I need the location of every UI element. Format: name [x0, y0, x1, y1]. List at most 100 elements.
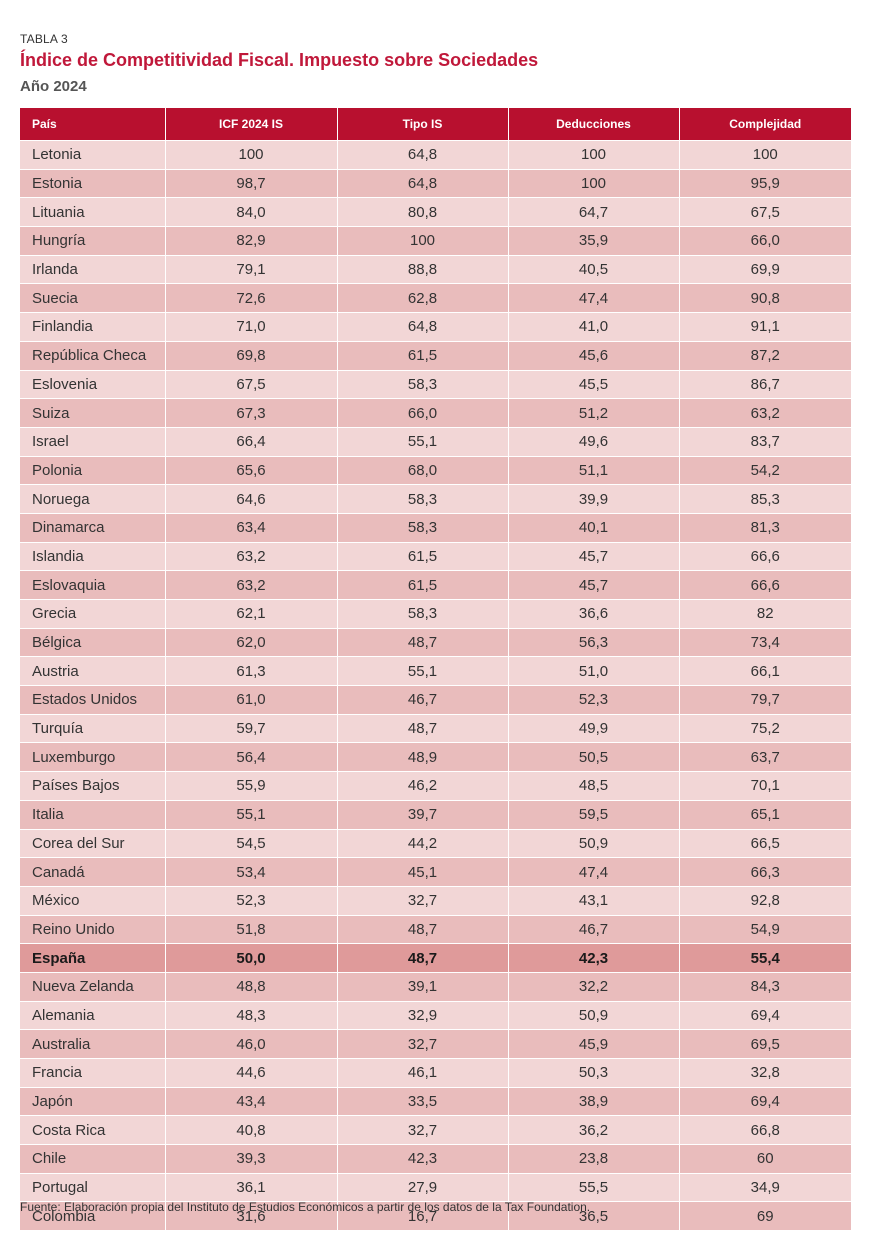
value-cell: 100	[507, 168, 679, 198]
country-cell: Noruega	[20, 484, 165, 514]
value-cell: 100	[507, 140, 679, 170]
value-cell: 52,3	[507, 685, 679, 715]
table-row: España 50,0 48,7 42,3 55,4	[20, 943, 851, 973]
column-header: Deducciones	[507, 108, 679, 141]
country-cell: España	[20, 943, 165, 973]
table-row: Suecia 72,6 62,8 47,4 90,8	[20, 283, 851, 313]
value-cell: 71,0	[164, 312, 337, 342]
value-cell: 51,2	[507, 398, 679, 428]
country-cell: Suecia	[20, 283, 165, 313]
table-row: Estonia 98,7 64,8 100 95,9	[20, 168, 851, 198]
column-header: País	[20, 108, 165, 141]
table-row: República Checa 69,8 61,5 45,6 87,2	[20, 340, 851, 370]
table-row: Alemania 48,3 32,9 50,9 69,4	[20, 1000, 851, 1030]
value-cell: 45,7	[507, 541, 679, 571]
value-cell: 46,2	[336, 771, 508, 801]
value-cell: 27,9	[336, 1172, 508, 1202]
value-cell: 49,6	[507, 426, 679, 457]
table-row: Australia 46,0 32,7 45,9 69,5	[20, 1029, 851, 1059]
country-cell: Eslovaquia	[20, 570, 165, 600]
country-cell: Japón	[20, 1086, 165, 1116]
value-cell: 32,7	[336, 1029, 508, 1059]
table-row: Estados Unidos 61,0 46,7 52,3 79,7	[20, 685, 851, 715]
table-row: Hungría 82,9 100 35,9 66,0	[20, 226, 851, 256]
value-cell: 56,3	[507, 627, 679, 657]
value-cell: 46,1	[336, 1058, 508, 1088]
value-cell: 52,3	[164, 885, 337, 916]
value-cell: 67,5	[678, 197, 851, 227]
value-cell: 62,1	[164, 599, 337, 629]
value-cell: 65,1	[678, 799, 851, 829]
value-cell: 69,8	[164, 340, 337, 370]
value-cell: 64,6	[164, 484, 337, 514]
value-cell: 45,1	[336, 857, 508, 887]
table-row: Irlanda 79,1 88,8 40,5 69,9	[20, 254, 851, 284]
country-cell: Grecia	[20, 599, 165, 629]
country-cell: México	[20, 885, 165, 916]
value-cell: 41,0	[507, 312, 679, 342]
country-cell: Dinamarca	[20, 512, 165, 543]
value-cell: 81,3	[678, 512, 851, 543]
value-cell: 66,0	[678, 226, 851, 256]
value-cell: 50,9	[507, 828, 679, 858]
value-cell: 36,2	[507, 1115, 679, 1145]
value-cell: 66,4	[164, 426, 337, 457]
value-cell: 75,2	[678, 713, 851, 743]
table-row: Dinamarca 63,4 58,3 40,1 81,3	[20, 512, 851, 543]
value-cell: 39,7	[336, 799, 508, 829]
value-cell: 79,1	[164, 254, 337, 284]
value-cell: 66,6	[678, 541, 851, 571]
value-cell: 69,4	[678, 1086, 851, 1116]
value-cell: 50,3	[507, 1058, 679, 1088]
table-row: Israel 66,4 55,1 49,6 83,7	[20, 426, 851, 457]
value-cell: 63,2	[678, 398, 851, 428]
table-row: Lituania 84,0 80,8 64,7 67,5	[20, 197, 851, 227]
value-cell: 55,1	[336, 656, 508, 686]
value-cell: 58,3	[336, 599, 508, 629]
value-cell: 66,8	[678, 1115, 851, 1145]
value-cell: 62,0	[164, 627, 337, 657]
table-row: México 52,3 32,7 43,1 92,8	[20, 885, 851, 916]
value-cell: 85,3	[678, 484, 851, 514]
value-cell: 72,6	[164, 283, 337, 313]
table-body: Letonia 100 64,8 100 100 Estonia 98,7 64,8 100 95…	[20, 140, 851, 1231]
competitiveness-table: País ICF 2024 IS Tipo IS Deducciones Complej…	[20, 108, 851, 1231]
column-header: Tipo IS	[336, 108, 508, 141]
table-row: Francia 44,6 46,1 50,3 32,8	[20, 1058, 851, 1088]
value-cell: 45,7	[507, 570, 679, 600]
value-cell: 46,7	[336, 685, 508, 715]
source-note: Fuente: Elaboración propia del Instituto…	[20, 1200, 591, 1214]
value-cell: 47,4	[507, 857, 679, 887]
value-cell: 100	[164, 140, 337, 170]
value-cell: 86,7	[678, 369, 851, 399]
value-cell: 66,0	[336, 398, 508, 428]
table-row: Eslovaquia 63,2 61,5 45,7 66,6	[20, 570, 851, 600]
value-cell: 63,2	[164, 570, 337, 600]
table-row: Letonia 100 64,8 100 100	[20, 140, 851, 170]
value-cell: 63,2	[164, 541, 337, 571]
value-cell: 48,9	[336, 742, 508, 772]
value-cell: 64,8	[336, 312, 508, 342]
value-cell: 61,5	[336, 570, 508, 600]
country-cell: Lituania	[20, 197, 165, 227]
value-cell: 61,5	[336, 340, 508, 370]
table-row: Japón 43,4 33,5 38,9 69,4	[20, 1086, 851, 1116]
table-row: Portugal 36,1 27,9 55,5 34,9	[20, 1172, 851, 1202]
country-cell: Portugal	[20, 1172, 165, 1202]
value-cell: 48,8	[164, 971, 337, 1002]
country-cell: Francia	[20, 1058, 165, 1088]
value-cell: 95,9	[678, 168, 851, 198]
value-cell: 46,0	[164, 1029, 337, 1059]
value-cell: 56,4	[164, 742, 337, 772]
value-cell: 53,4	[164, 857, 337, 887]
value-cell: 40,8	[164, 1115, 337, 1145]
table-row: Islandia 63,2 61,5 45,7 66,6	[20, 541, 851, 571]
country-cell: Irlanda	[20, 254, 165, 284]
table-row: Finlandia 71,0 64,8 41,0 91,1	[20, 312, 851, 342]
country-cell: Eslovenia	[20, 369, 165, 399]
value-cell: 48,3	[164, 1000, 337, 1030]
value-cell: 50,0	[164, 943, 337, 973]
value-cell: 66,6	[678, 570, 851, 600]
value-cell: 32,7	[336, 1115, 508, 1145]
value-cell: 54,5	[164, 828, 337, 858]
